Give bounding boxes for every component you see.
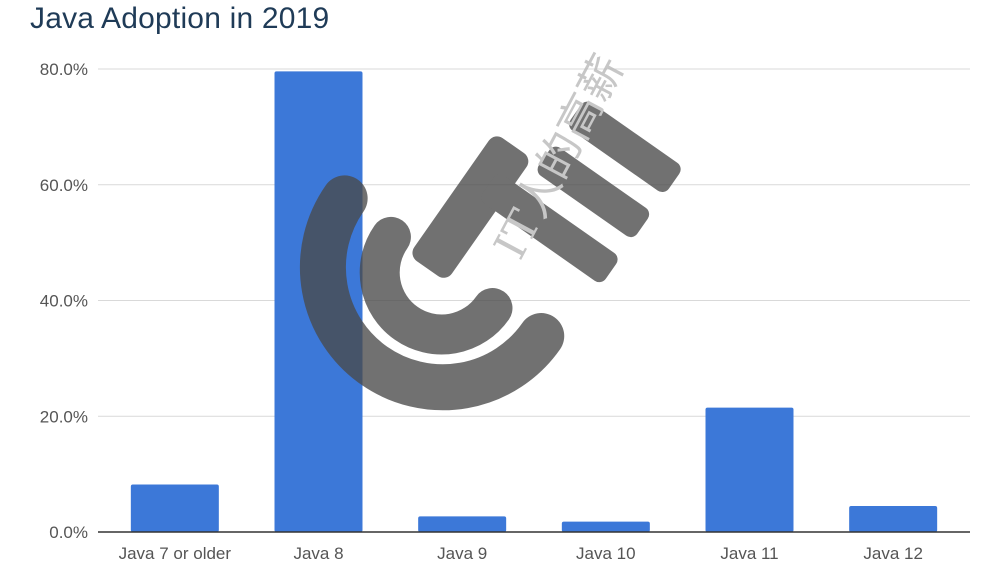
y-tick-label: 0.0%	[49, 523, 88, 542]
x-category-label: Java 8	[293, 544, 343, 563]
x-category-label: Java 7 or older	[119, 544, 232, 563]
bars	[130, 71, 938, 532]
bar-java-9	[418, 516, 507, 532]
y-tick-label: 20.0%	[40, 407, 88, 426]
bar-java-11	[705, 407, 794, 532]
bar-java-7-or-older	[130, 484, 219, 532]
x-category-label: Java 12	[863, 544, 923, 563]
x-category-label: Java 10	[576, 544, 636, 563]
gridlines	[98, 68, 970, 417]
x-category-label: Java 11	[720, 544, 778, 563]
bar-java-10	[561, 521, 650, 532]
watermark-logo	[299, 101, 681, 411]
y-tick-label: 60.0%	[40, 176, 88, 195]
y-axis-tick-labels: 0.0% 20.0% 40.0% 60.0% 80.0%	[40, 60, 88, 542]
y-tick-label: 40.0%	[40, 292, 88, 311]
x-category-label: Java 9	[437, 544, 487, 563]
y-tick-label: 80.0%	[40, 60, 88, 79]
x-axis-category-labels: Java 7 or older Java 8 Java 9 Java 10 Java 1…	[119, 544, 923, 563]
bar-java-12	[849, 505, 938, 532]
chart-title: Java Adoption in 2019	[30, 2, 330, 35]
